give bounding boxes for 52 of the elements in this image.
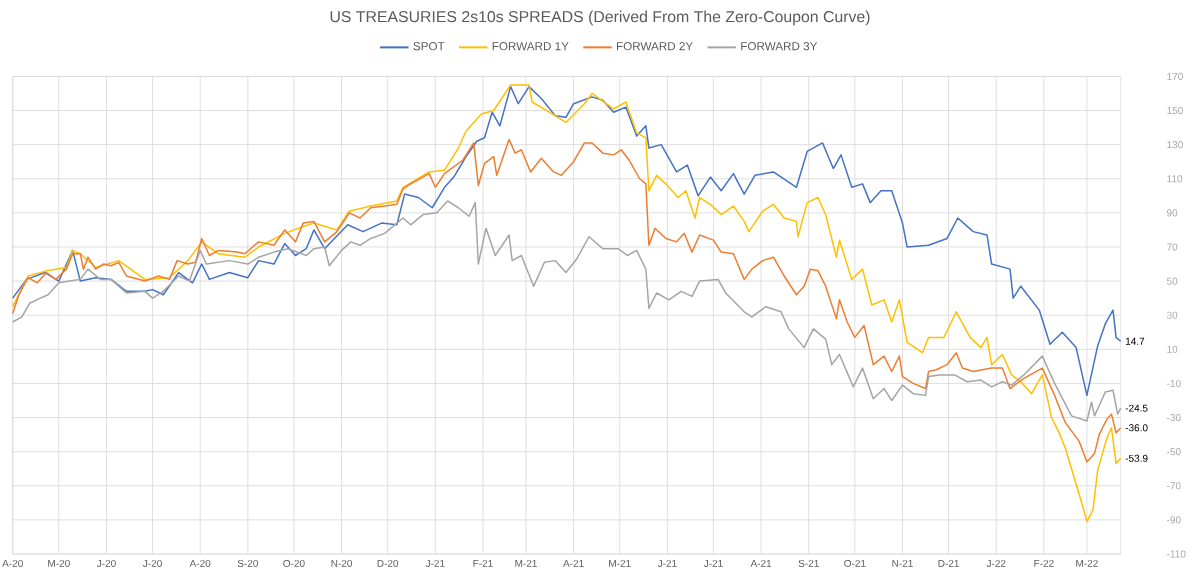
chart-title: US TREASURIES 2s10s SPREADS (Derived From The Zero-Coupon Curve) — [330, 10, 870, 26]
line-series — [11, 84, 1122, 523]
y-tick-label: -30 — [1167, 414, 1181, 422]
annotation: -53.9 — [1125, 454, 1148, 462]
x-tick-label: D-20 — [377, 559, 399, 567]
line-series — [11, 138, 1122, 463]
x-tick-label: F-22 — [1034, 559, 1054, 567]
x-tick-label: O-21 — [844, 559, 866, 567]
legend-label: SPOT — [413, 42, 445, 51]
x-tick-label: J-20 — [142, 559, 162, 567]
y-tick-label: 70 — [1167, 243, 1178, 251]
x-tick-label: A-21 — [750, 559, 772, 567]
y-tick-label: 110 — [1167, 175, 1183, 183]
line-series — [11, 200, 1122, 422]
y-tick-label: 10 — [1167, 345, 1178, 353]
y-tick-label: 30 — [1166, 311, 1178, 319]
x-tick-label: A-21 — [563, 559, 584, 567]
x-tick-label: S-21 — [798, 559, 819, 567]
y-tick-label: -50 — [1167, 448, 1181, 456]
x-tick-label: F-21 — [473, 559, 493, 567]
y-tick-label: -70 — [1167, 482, 1181, 490]
x-tick-label: J-21 — [657, 559, 677, 567]
x-tick-label: J-21 — [425, 559, 445, 567]
y-tick-label: 170 — [1167, 72, 1183, 80]
y-tick-label: 90 — [1167, 209, 1178, 217]
x-tick-label: N-20 — [331, 559, 353, 567]
x-tick-label: M-22 — [1076, 559, 1098, 567]
legend-label: FORWARD 3Y — [741, 42, 818, 51]
x-tick-label: O-20 — [283, 559, 305, 567]
x-tick-label: M-20 — [48, 559, 70, 567]
legend-label: FORWARD 2Y — [617, 42, 693, 51]
x-tick-label: A-20 — [2, 559, 23, 567]
x-tick-label: M-21 — [609, 559, 631, 567]
y-tick-label: 50 — [1166, 277, 1178, 285]
x-tick-label: S-20 — [237, 559, 258, 567]
legend-label: FORWARD 1Y — [492, 42, 569, 51]
x-tick-label: M-21 — [515, 559, 537, 567]
annotation: -36.0 — [1125, 424, 1148, 432]
line-series — [11, 85, 1122, 397]
x-tick-label: A-20 — [189, 559, 211, 567]
y-tick-label: 150 — [1167, 106, 1183, 115]
x-tick-label: J-22 — [986, 559, 1006, 567]
y-tick-label: -90 — [1167, 516, 1181, 524]
y-tick-label: -10 — [1167, 379, 1181, 387]
x-tick-label: N-21 — [892, 559, 913, 567]
y-tick-label: -110 — [1167, 550, 1186, 558]
x-tick-label: J-21 — [703, 559, 723, 567]
x-tick-label: D-21 — [938, 559, 959, 567]
y-tick-label: 130 — [1167, 141, 1183, 149]
x-tick-label: J-20 — [96, 559, 116, 567]
annotation: -24.5 — [1125, 404, 1148, 412]
annotation: 14.7 — [1125, 337, 1145, 345]
